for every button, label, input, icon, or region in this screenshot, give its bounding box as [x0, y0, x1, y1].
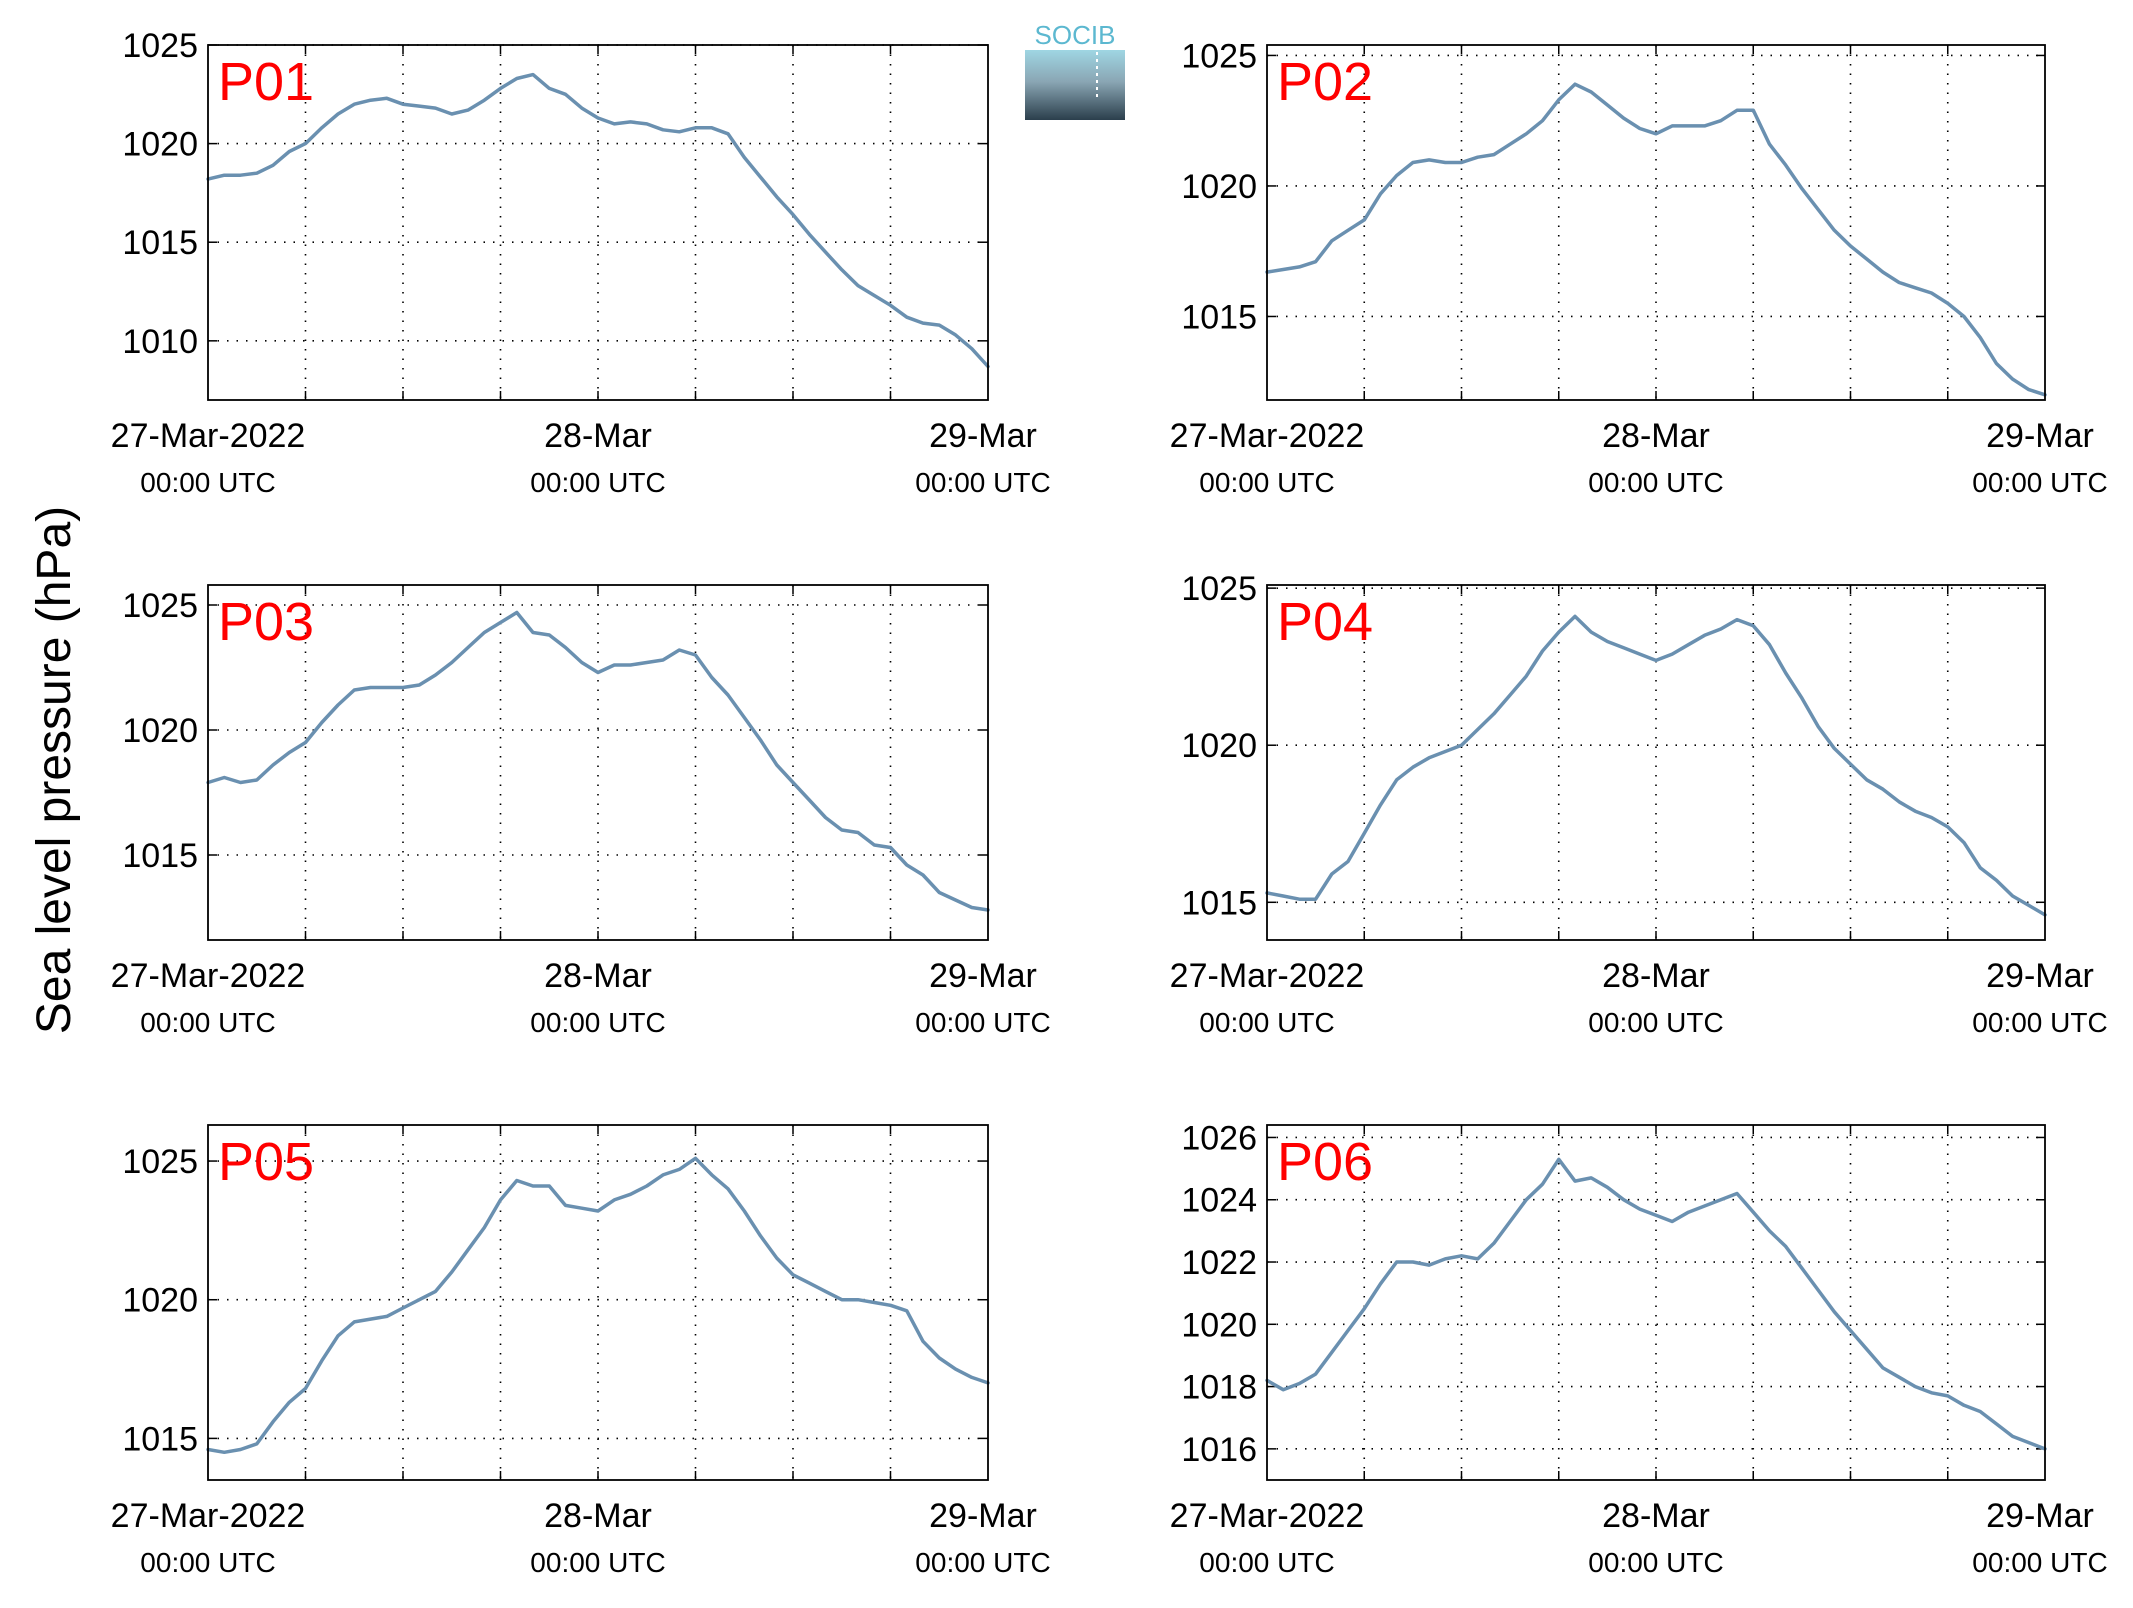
pressure-series-line: [206, 72, 990, 369]
y-tick-label: 1016: [1181, 1431, 1257, 1469]
plot-frame: [1266, 44, 2046, 401]
chart-panel-p06: 1016 1018 1020 1022 1024 1026 27-Mar-2022 00:00…: [1170, 1119, 2108, 1578]
x-tick-label: 28-Mar: [1602, 957, 1710, 995]
x-tick-sublabel: 00:00 UTC: [530, 467, 665, 498]
x-tick-sublabel: 00:00 UTC: [140, 1547, 275, 1578]
x-tick-sublabel: 00:00 UTC: [140, 1007, 275, 1038]
y-tick-label: 1020: [122, 126, 198, 164]
panel-label: P01: [218, 52, 314, 112]
x-tick-label: 27-Mar-2022: [111, 1497, 306, 1535]
y-tick-label: 1022: [1181, 1244, 1257, 1282]
x-tick-label: 28-Mar: [544, 1497, 652, 1535]
y-tick-label: 1025: [1181, 37, 1257, 75]
x-tick-sublabel: 00:00 UTC: [530, 1007, 665, 1038]
plot-frame: [207, 44, 989, 401]
y-tick-label: 1018: [1181, 1369, 1257, 1407]
x-tick-label: 27-Mar-2022: [111, 417, 306, 455]
y-tick-label: 1026: [1181, 1119, 1257, 1157]
x-tick-sublabel: 00:00 UTC: [1199, 467, 1334, 498]
y-tick-label: 1024: [1181, 1182, 1257, 1220]
y-axis-label: Sea level pressure (hPa): [28, 506, 81, 1034]
y-tick-label: 1025: [122, 27, 198, 65]
x-tick-sublabel: 00:00 UTC: [1588, 467, 1723, 498]
x-tick-label: 27-Mar-2022: [1170, 417, 1365, 455]
x-tick-sublabel: 00:00 UTC: [1972, 1547, 2107, 1578]
y-tick-label: 1020: [1181, 727, 1257, 765]
x-tick-sublabel: 00:00 UTC: [1588, 1007, 1723, 1038]
x-tick-label: 28-Mar: [1602, 1497, 1710, 1535]
chart-panels: 1010 1015 1020 1025 27-Mar-2022 00:00 UTC 28-M…: [111, 27, 2108, 1578]
x-tick-sublabel: 00:00 UTC: [1199, 1007, 1334, 1038]
x-tick-label: 27-Mar-2022: [1170, 957, 1365, 995]
y-tick-label: 1025: [122, 587, 198, 625]
y-tick-label: 1020: [122, 1282, 198, 1320]
chart-panel-p03: 1015 1020 1025 27-Mar-2022 00:00 UTC 28-Mar 00…: [111, 584, 1051, 1038]
x-tick-sublabel: 00:00 UTC: [1972, 467, 2107, 498]
y-tick-label: 1020: [1181, 168, 1257, 206]
pressure-series-line: [1265, 82, 2047, 397]
y-tick-label: 1020: [1181, 1306, 1257, 1344]
x-tick-label: 29-Mar: [1986, 957, 2094, 995]
pressure-series-line: [1265, 1157, 2047, 1451]
socib-logo: SOCIB: [1025, 20, 1125, 120]
plot-frame: [1266, 1124, 2046, 1481]
x-tick-sublabel: 00:00 UTC: [140, 467, 275, 498]
plot-frame: [207, 584, 989, 941]
x-tick-label: 28-Mar: [544, 957, 652, 995]
x-tick-label: 28-Mar: [1602, 417, 1710, 455]
y-tick-label: 1015: [1181, 884, 1257, 922]
y-tick-label: 1020: [122, 712, 198, 750]
x-tick-sublabel: 00:00 UTC: [915, 1547, 1050, 1578]
y-tick-label: 1015: [122, 1420, 198, 1458]
panel-label: P03: [218, 592, 314, 652]
panel-label: P06: [1277, 1132, 1373, 1192]
chart-panel-p01: 1010 1015 1020 1025 27-Mar-2022 00:00 UTC 28-M…: [111, 27, 1051, 498]
pressure-series-line: [1265, 614, 2047, 917]
y-tick-label: 1015: [122, 837, 198, 875]
plot-frame: [207, 1124, 989, 1481]
x-tick-sublabel: 00:00 UTC: [915, 467, 1050, 498]
pressure-series-line: [206, 610, 990, 912]
x-tick-label: 29-Mar: [1986, 1497, 2094, 1535]
x-tick-sublabel: 00:00 UTC: [915, 1007, 1050, 1038]
x-tick-label: 27-Mar-2022: [1170, 1497, 1365, 1535]
pressure-series-line: [206, 1156, 990, 1455]
panel-label: P04: [1277, 592, 1373, 652]
y-tick-label: 1025: [1181, 570, 1257, 608]
x-tick-sublabel: 00:00 UTC: [1972, 1007, 2107, 1038]
x-tick-sublabel: 00:00 UTC: [1199, 1547, 1334, 1578]
panel-label: P02: [1277, 52, 1373, 112]
x-tick-label: 29-Mar: [929, 957, 1037, 995]
y-tick-label: 1025: [122, 1143, 198, 1181]
panel-label: P05: [218, 1132, 314, 1192]
x-tick-label: 29-Mar: [1986, 417, 2094, 455]
x-tick-sublabel: 00:00 UTC: [530, 1547, 665, 1578]
chart-panel-p04: 1015 1020 1025 27-Mar-2022 00:00 UTC 28-Mar 00…: [1170, 570, 2108, 1038]
logo-text: SOCIB: [1035, 20, 1116, 50]
chart-panel-p02: 1015 1020 1025 27-Mar-2022 00:00 UTC 28-Mar 00…: [1170, 37, 2108, 498]
x-tick-label: 29-Mar: [929, 1497, 1037, 1535]
plot-frame: [1266, 584, 2046, 941]
x-tick-sublabel: 00:00 UTC: [1588, 1547, 1723, 1578]
chart-panel-p05: 1015 1020 1025 27-Mar-2022 00:00 UTC 28-Mar 00…: [111, 1124, 1051, 1578]
x-tick-label: 28-Mar: [544, 417, 652, 455]
y-tick-label: 1015: [1181, 298, 1257, 336]
y-tick-label: 1015: [122, 224, 198, 262]
y-tick-label: 1010: [122, 323, 198, 361]
x-tick-label: 29-Mar: [929, 417, 1037, 455]
x-tick-label: 27-Mar-2022: [111, 957, 306, 995]
